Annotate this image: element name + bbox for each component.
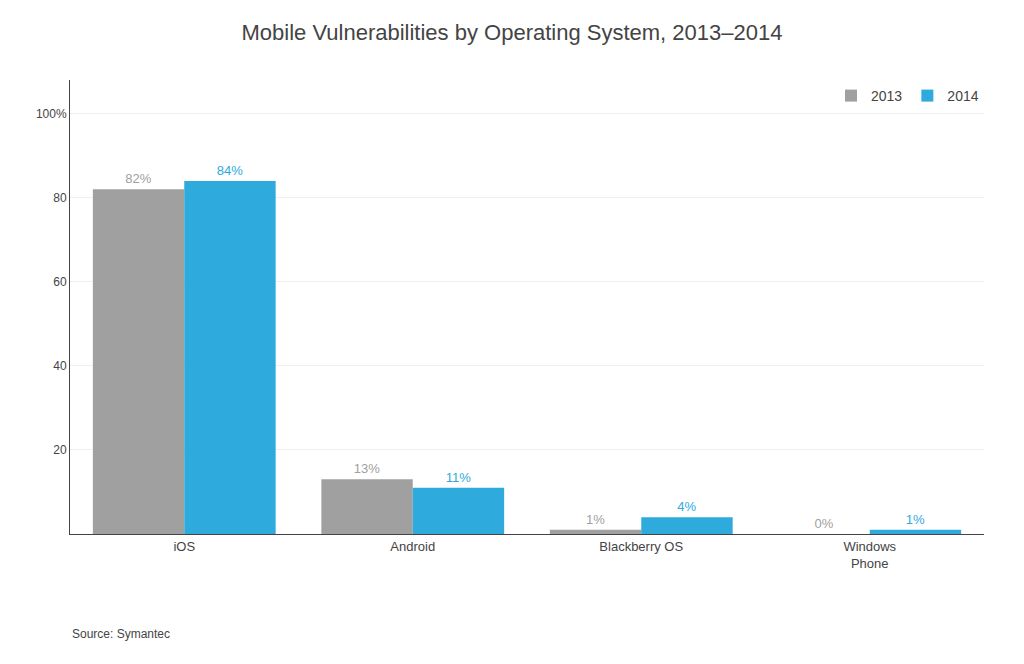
- svg-text:4%: 4%: [677, 499, 696, 514]
- svg-text:Mobile Vulnerabilities by Oper: Mobile Vulnerabilities by Operating Syst…: [242, 20, 783, 45]
- svg-text:40: 40: [53, 359, 67, 373]
- svg-text:Source: Symantec: Source: Symantec: [72, 627, 170, 641]
- svg-text:1%: 1%: [586, 512, 605, 527]
- svg-text:13%: 13%: [354, 461, 380, 476]
- svg-text:2013: 2013: [871, 88, 902, 104]
- svg-text:82%: 82%: [125, 171, 151, 186]
- svg-text:100%: 100%: [36, 107, 67, 121]
- svg-text:1%: 1%: [906, 512, 925, 527]
- svg-text:11%: 11%: [446, 470, 471, 485]
- svg-text:84%: 84%: [217, 163, 243, 178]
- svg-text:20: 20: [53, 443, 67, 457]
- svg-text:60: 60: [53, 275, 67, 289]
- svg-text:iOS: iOS: [173, 539, 195, 554]
- svg-text:WindowsPhone: WindowsPhone: [843, 539, 896, 571]
- svg-text:0%: 0%: [814, 516, 833, 531]
- svg-text:80: 80: [53, 191, 67, 205]
- svg-text:Android: Android: [390, 539, 435, 554]
- svg-text:Blackberry OS: Blackberry OS: [599, 539, 683, 554]
- svg-text:2014: 2014: [947, 88, 978, 104]
